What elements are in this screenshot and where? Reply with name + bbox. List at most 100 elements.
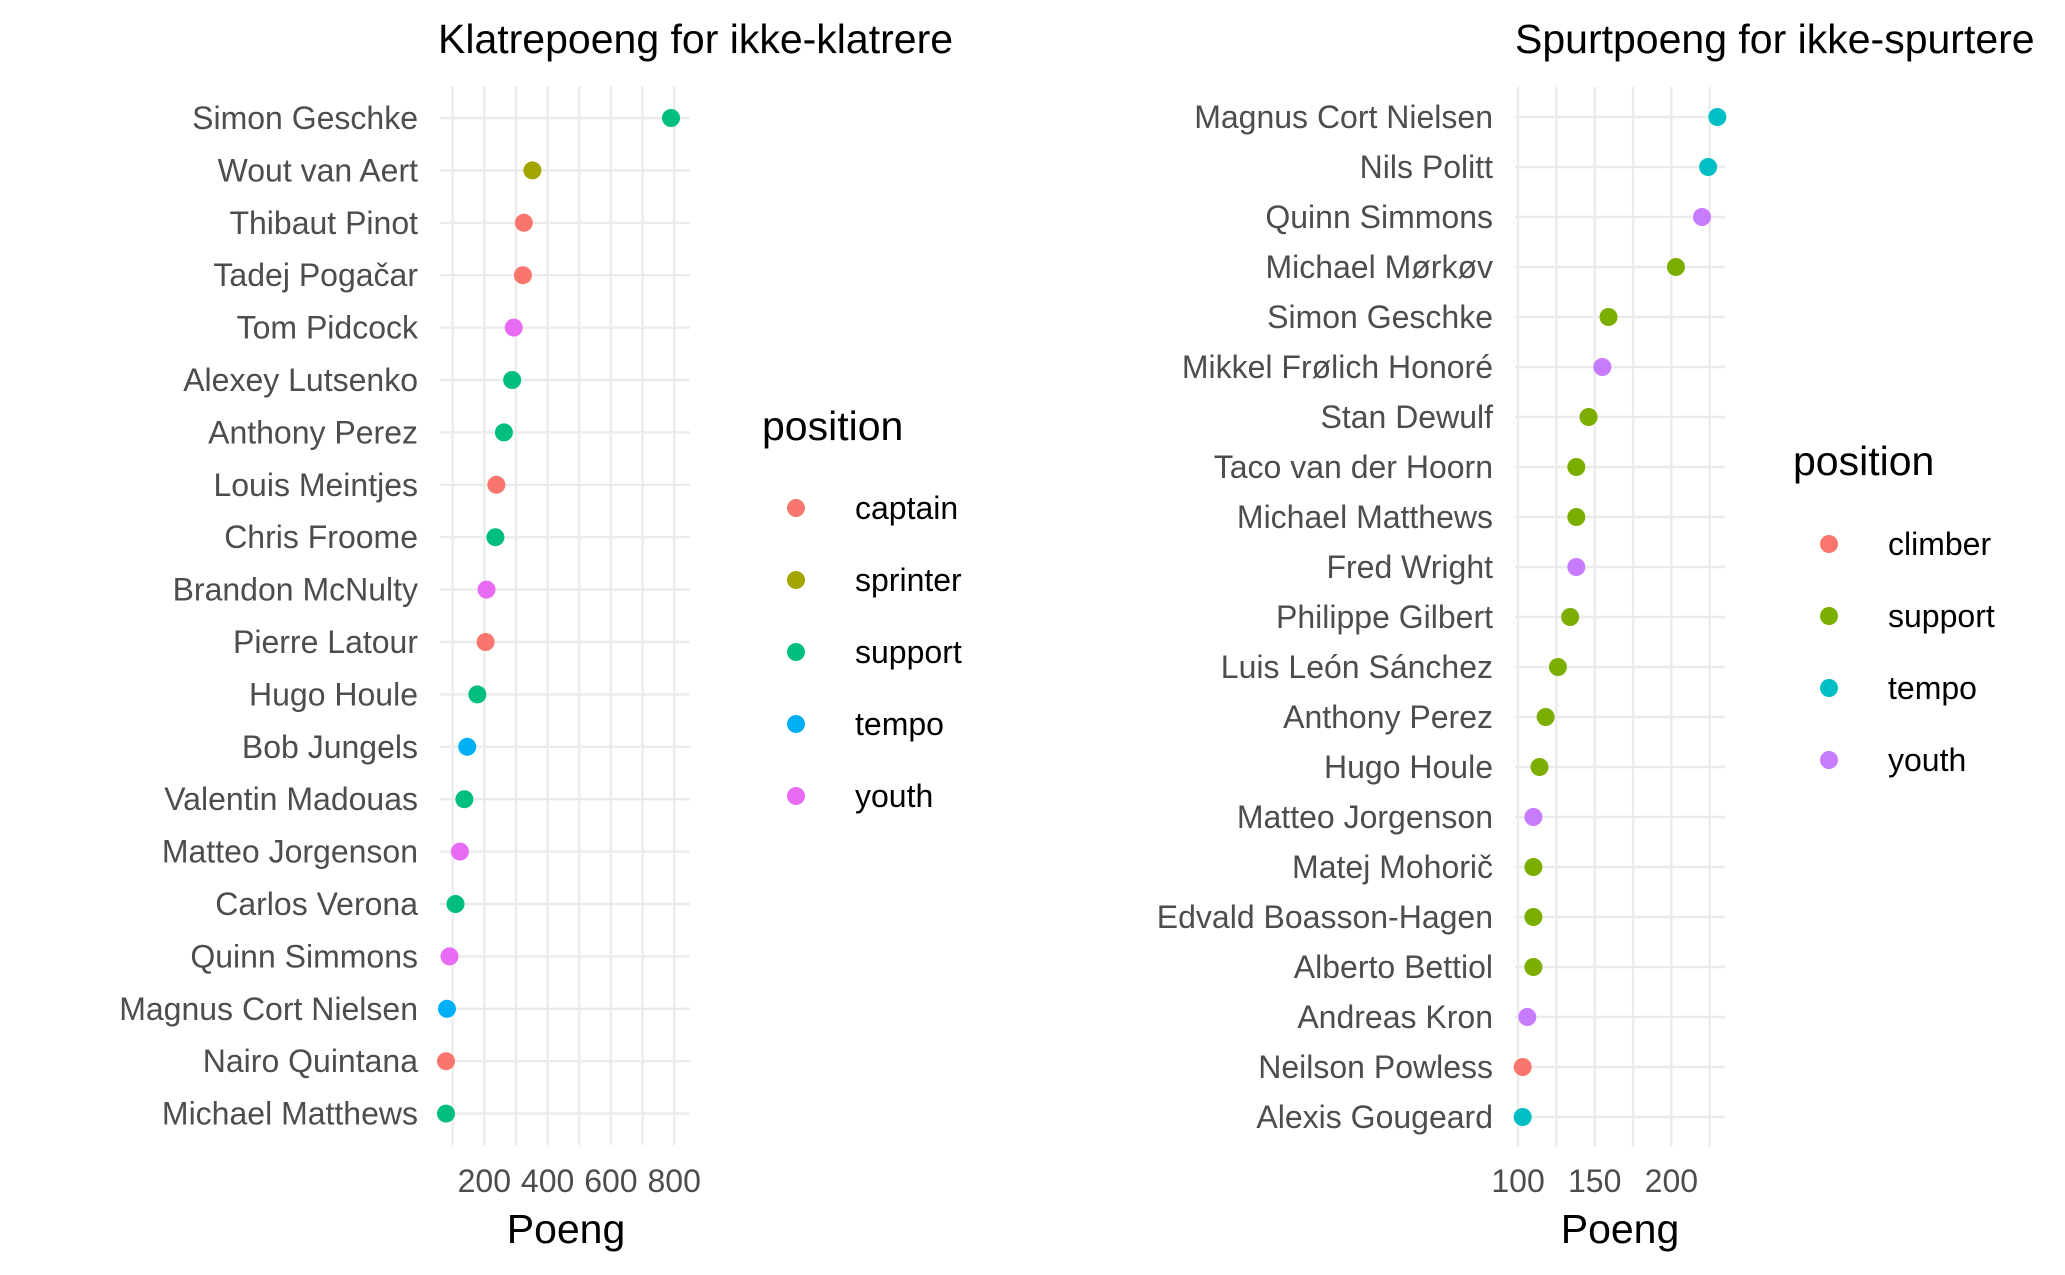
data-point bbox=[1513, 1058, 1532, 1076]
data-point bbox=[476, 633, 495, 651]
data-point bbox=[1536, 708, 1555, 726]
data-point bbox=[513, 266, 532, 285]
y-tick-label: Brandon McNulty bbox=[173, 572, 418, 608]
y-axis-labels: Magnus Cort Nielsen Nils Politt Quinn Simm… bbox=[1157, 99, 1493, 1135]
y-tick-label: Michael Mørkøv bbox=[1265, 249, 1493, 285]
legend-label: captain bbox=[855, 490, 958, 526]
data-point bbox=[1518, 1008, 1537, 1026]
x-tick-label: 200 bbox=[458, 1163, 511, 1199]
data-point bbox=[1708, 108, 1727, 126]
y-tick-label: Alexis Gougeard bbox=[1256, 1099, 1493, 1135]
x-tick-label: 400 bbox=[521, 1163, 574, 1199]
data-point bbox=[450, 842, 469, 861]
legend-key bbox=[787, 571, 805, 589]
y-tick-label: Matteo Jorgenson bbox=[162, 834, 418, 870]
data-point bbox=[437, 1052, 456, 1071]
legend: position captain sprinter support tempo yout… bbox=[762, 403, 962, 814]
y-tick-label: Nils Politt bbox=[1360, 149, 1493, 185]
data-point bbox=[662, 109, 681, 127]
x-axis-tick-labels: 200 400 600 800 bbox=[458, 1163, 701, 1199]
data-point bbox=[458, 737, 477, 756]
panel-spurtpoeng: Spurtpoeng for ikke-spurtere Magnus Cort… bbox=[1157, 16, 2035, 1252]
legend-key bbox=[787, 643, 805, 661]
data-point bbox=[1524, 958, 1543, 976]
legend-label: sprinter bbox=[855, 562, 962, 598]
y-tick-label: Carlos Verona bbox=[215, 886, 418, 922]
data-points bbox=[437, 109, 681, 1123]
y-tick-label: Louis Meintjes bbox=[213, 467, 418, 503]
data-point bbox=[1599, 308, 1618, 326]
legend-key bbox=[787, 499, 805, 517]
data-point bbox=[455, 790, 474, 809]
data-point bbox=[468, 685, 487, 704]
data-point bbox=[446, 895, 465, 913]
gridlines bbox=[440, 86, 690, 1146]
y-tick-label: Stan Dewulf bbox=[1320, 399, 1493, 435]
y-tick-label: Tadej Pogačar bbox=[213, 257, 418, 293]
data-point bbox=[523, 161, 542, 180]
y-tick-label: Andreas Kron bbox=[1297, 999, 1493, 1035]
legend-key bbox=[1820, 679, 1838, 697]
y-tick-label: Alberto Bettiol bbox=[1294, 949, 1493, 985]
y-tick-label: Anthony Perez bbox=[208, 414, 418, 450]
data-point bbox=[1567, 558, 1586, 576]
y-tick-label: Bob Jungels bbox=[242, 729, 418, 765]
y-tick-label: Alexey Lutsenko bbox=[183, 362, 418, 398]
y-tick-label: Simon Geschke bbox=[1267, 299, 1493, 335]
legend-key bbox=[1820, 535, 1838, 553]
legend-title: position bbox=[762, 403, 903, 449]
y-tick-label: Edvald Boasson-Hagen bbox=[1157, 899, 1493, 935]
data-point bbox=[1561, 608, 1580, 626]
data-point bbox=[504, 318, 523, 337]
legend: position climber support tempo youth bbox=[1793, 438, 1995, 778]
y-tick-label: Matteo Jorgenson bbox=[1237, 799, 1493, 835]
y-tick-label: Matej Mohorič bbox=[1292, 849, 1493, 885]
y-tick-label: Hugo Houle bbox=[1324, 749, 1493, 785]
chart-title: Klatrepoeng for ikke-klatrere bbox=[438, 16, 953, 62]
y-tick-label: Anthony Perez bbox=[1283, 699, 1493, 735]
legend-key bbox=[787, 787, 805, 805]
y-axis-labels: Simon Geschke Wout van Aert Thibaut Pinot T… bbox=[119, 100, 419, 1132]
data-point bbox=[1530, 758, 1549, 776]
gridlines bbox=[1515, 87, 1725, 1147]
data-point bbox=[1513, 1108, 1532, 1126]
chart-title: Spurtpoeng for ikke-spurtere bbox=[1515, 16, 2035, 62]
y-tick-label: Taco van der Hoorn bbox=[1214, 449, 1493, 485]
x-axis-tick-labels: 100 150 200 bbox=[1491, 1163, 1698, 1199]
y-tick-label: Thibaut Pinot bbox=[229, 205, 418, 241]
legend-key bbox=[1820, 751, 1838, 769]
data-point bbox=[1524, 858, 1543, 876]
y-tick-label: Chris Froome bbox=[224, 519, 418, 555]
y-tick-label: Wout van Aert bbox=[218, 152, 419, 188]
data-point bbox=[503, 371, 522, 389]
y-tick-label: Fred Wright bbox=[1326, 549, 1493, 585]
data-point bbox=[1693, 208, 1712, 226]
y-tick-label: Tom Pidcock bbox=[237, 310, 419, 346]
legend-label: tempo bbox=[1888, 670, 1977, 706]
x-tick-label: 150 bbox=[1568, 1163, 1621, 1199]
legend-label: youth bbox=[855, 778, 933, 814]
data-point bbox=[437, 1104, 456, 1123]
y-tick-label: Nairo Quintana bbox=[203, 1043, 418, 1079]
legend-label: support bbox=[1888, 598, 1995, 634]
y-tick-label: Magnus Cort Nielsen bbox=[1194, 99, 1493, 135]
data-point bbox=[1548, 658, 1567, 676]
panel-klatrepoeng: Klatrepoeng for ikke-klatrere Simon Gesc… bbox=[119, 16, 962, 1252]
legend-label: youth bbox=[1888, 742, 1966, 778]
y-tick-label: Michael Matthews bbox=[1237, 499, 1493, 535]
legend-label: tempo bbox=[855, 706, 944, 742]
data-point bbox=[1593, 358, 1612, 376]
x-axis-title: Poeng bbox=[1561, 1206, 1680, 1252]
y-tick-label: Michael Matthews bbox=[162, 1096, 418, 1132]
data-point bbox=[1579, 408, 1598, 426]
legend-key bbox=[1820, 607, 1838, 625]
data-point bbox=[494, 423, 513, 442]
data-point bbox=[1699, 158, 1718, 176]
data-point bbox=[1567, 458, 1586, 476]
data-points bbox=[1513, 108, 1727, 1126]
y-tick-label: Philippe Gilbert bbox=[1276, 599, 1493, 635]
data-point bbox=[477, 580, 496, 599]
legend-label: support bbox=[855, 634, 962, 670]
data-point bbox=[1524, 808, 1543, 826]
